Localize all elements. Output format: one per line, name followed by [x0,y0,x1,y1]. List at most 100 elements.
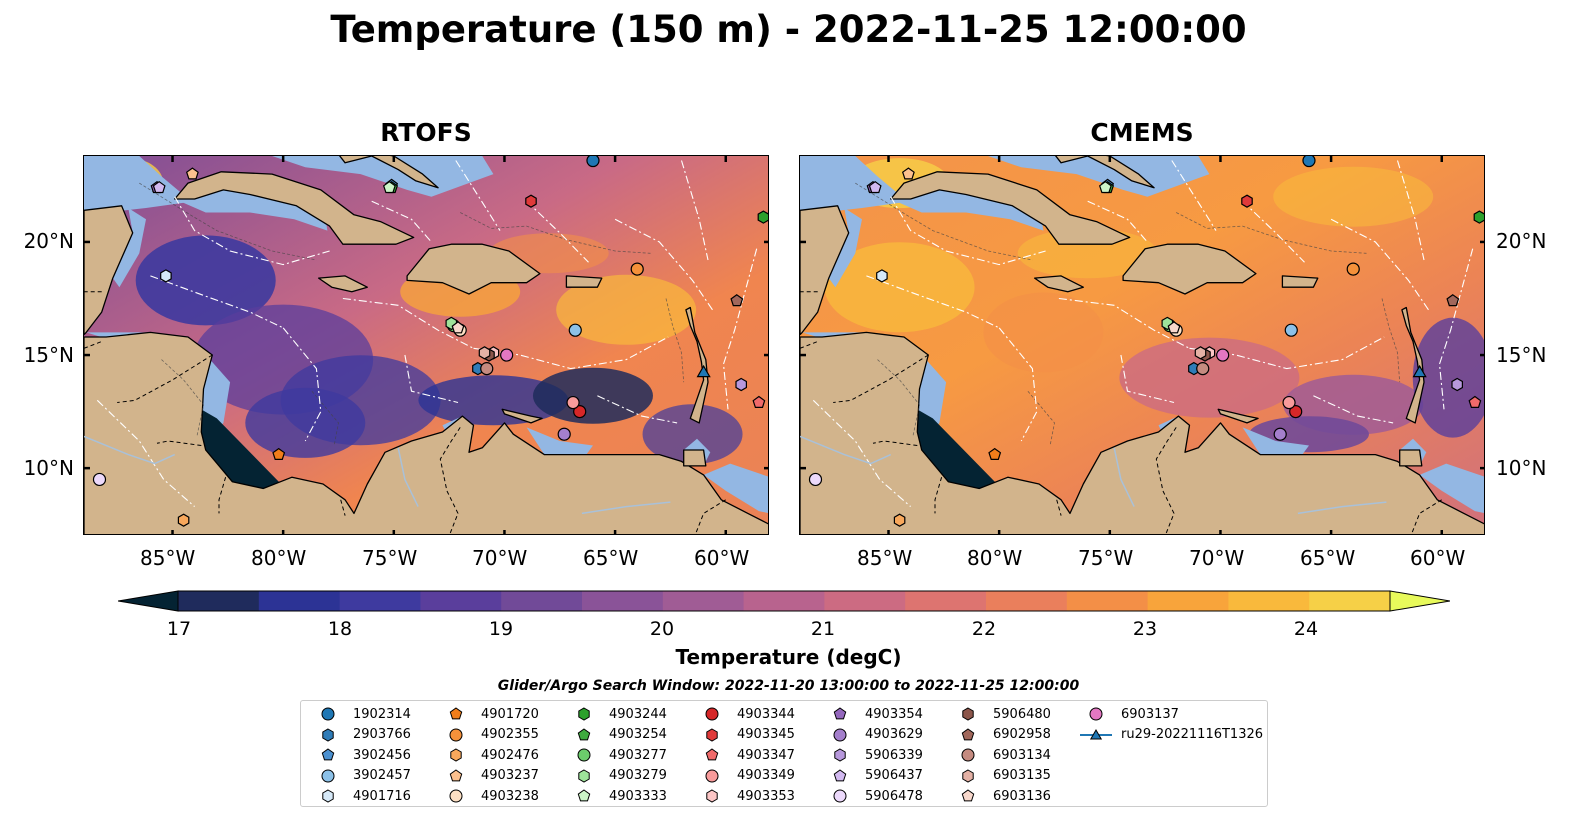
float-marker-5906339[interactable] [735,377,748,392]
float-marker-5906478[interactable] [808,472,823,487]
colorbar-segment [1147,591,1229,611]
float-marker-4903629[interactable] [1273,427,1287,441]
float-marker-1902314[interactable] [586,156,600,168]
legend-marker [450,748,462,762]
eez-boundary [174,196,330,266]
legend-marker-shape [961,748,975,762]
float-marker-6903137[interactable] [1216,348,1230,362]
float-marker-4903237[interactable] [185,167,199,180]
float-marker-4902476[interactable] [893,513,906,527]
float-marker-6903135[interactable] [478,346,491,360]
float-marker-6903136[interactable] [1167,321,1181,334]
float-marker-ru29-20221116T1326[interactable] [1412,364,1427,378]
float-marker-4903345[interactable] [525,194,537,208]
float-marker-6903134[interactable] [480,362,494,376]
float-marker-3902457[interactable] [568,323,582,337]
eez-boundary [1330,218,1429,311]
legend-marker [578,707,590,721]
legend: 1902314 2903766 3902456 3902457 4901716 49017… [300,700,1268,807]
legend-marker-shape [962,707,974,721]
shallow-water [828,208,862,288]
float-marker-4903244[interactable] [1473,210,1484,224]
float-marker-4903333[interactable] [1098,180,1112,194]
float-marker-4903349[interactable] [566,395,580,410]
float-marker-4903347[interactable] [1468,395,1482,408]
map-panel-cmems[interactable] [799,155,1485,535]
float-marker-5906339[interactable] [1451,377,1464,392]
country-border [218,477,227,514]
eez-boundary [597,395,678,424]
map-panel-rtofs[interactable] [83,155,769,535]
float-marker-3902457[interactable] [1284,323,1298,337]
colorbar-segment [258,591,341,611]
float-marker-4903344[interactable] [1289,404,1303,419]
legend-item: 4903279 [567,766,667,786]
legend-label: 4903279 [609,768,667,783]
float-marker-4903349[interactable] [1282,395,1296,410]
float-marker-4903345[interactable] [1241,194,1253,208]
legend-marker-shape [833,768,847,781]
lat-tick-label-left: 15°N [23,343,74,367]
legend-marker-shape [578,768,590,783]
float-marker-1902314[interactable] [1302,156,1316,168]
legend-marker-shape [450,748,462,762]
panel-title-rtofs: RTOFS [380,118,472,147]
colorbar-outline [177,590,1391,612]
legend-item: 3902457 [311,766,411,786]
eez-boundary [866,275,1000,329]
float-marker-4902355[interactable] [630,262,644,276]
legend-marker [577,789,591,802]
float-marker-6903134[interactable] [1196,362,1210,376]
float-marker-4903244[interactable] [757,210,768,224]
float-marker-5906478[interactable] [92,472,107,487]
landmass-hispaniola [406,243,541,295]
legend-marker [449,707,463,720]
float-marker-4902476[interactable] [177,513,190,527]
float-marker-6903135[interactable] [1194,346,1207,360]
shallow-water [988,156,1210,197]
legend-label: 4902355 [481,727,539,742]
float-marker-5906437[interactable] [868,180,882,194]
float-marker-4903344[interactable] [573,404,587,419]
country-border [934,477,943,514]
float-marker-4903629[interactable] [557,427,571,441]
float-marker-4902355[interactable] [1346,262,1360,276]
float-marker-4903347[interactable] [752,395,766,408]
float-marker-4901720[interactable] [988,447,1002,460]
float-marker-ru29-20221116T1326[interactable] [696,364,711,378]
legend-marker [961,789,975,802]
float-marker-4903333[interactable] [382,180,396,194]
bathymetry-contour [311,390,339,446]
legend-marker [321,769,335,782]
bathymetry-contour [1381,298,1401,383]
float-marker-6902958[interactable] [1446,294,1460,307]
landmass-jamaica [1033,275,1084,293]
river [581,501,671,515]
float-marker-4901716[interactable] [160,269,172,283]
float-marker-6902958[interactable] [730,294,744,307]
search-window-text: Glider/Argo Search Window: 2022-11-20 13… [497,678,1080,694]
float-marker-6903136[interactable] [451,321,465,334]
legend-marker [706,789,718,803]
legend-item: 4903238 [439,786,539,806]
legend-marker-shape [449,789,463,803]
float-marker-5906437[interactable] [152,180,166,194]
legend-label: 4903333 [609,788,667,804]
float-marker-6903137[interactable] [500,348,514,362]
landmass-cuba [174,171,415,245]
float-marker-4901716[interactable] [876,269,888,283]
legend-marker-shape [706,789,718,803]
legend-label: 1902314 [353,706,411,722]
lat-tick-label-left: 20°N [23,229,74,253]
colorbar-segment [662,591,745,611]
temperature-anomaly-patch [1273,166,1434,227]
float-marker-4901720[interactable] [272,447,286,460]
legend-marker [705,769,719,782]
landmass-jamaica [317,275,368,293]
legend-marker-shape [961,789,975,802]
legend-item: 4901720 [439,704,539,724]
legend-marker [449,768,463,781]
landmass-trinidad [1399,449,1423,467]
eez-boundary [1120,354,1175,404]
float-marker-4903237[interactable] [901,167,915,180]
